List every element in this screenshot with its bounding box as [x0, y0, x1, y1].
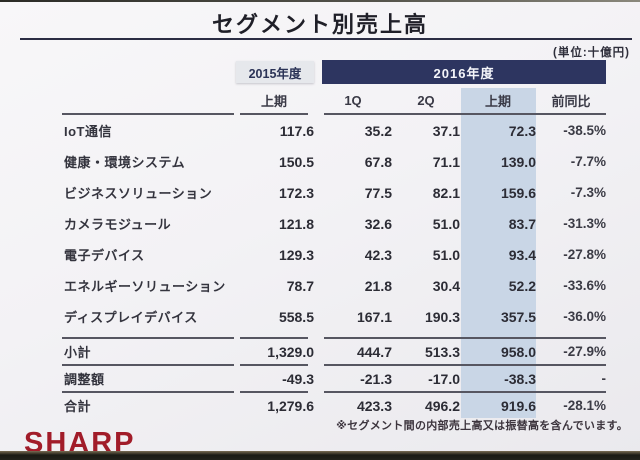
table-row: IoT通信 117.6 35.2 37.1 72.3 -38.5%: [58, 115, 606, 146]
adjustment-row: 調整額 -49.3 -21.3 -17.0 -38.3 -: [58, 366, 606, 391]
segment-label: IoT通信: [64, 124, 112, 139]
segment-label: ビジネスソリューション: [64, 186, 213, 201]
header-rule: [58, 113, 606, 115]
q1-value: 32.6: [364, 215, 392, 232]
segment-label: 健康・環境システム: [64, 155, 186, 170]
table-row: エネルギーソリューション 78.7 21.8 30.4 52.2 -33.6%: [58, 270, 606, 301]
segment-label: 電子デバイス: [64, 248, 145, 263]
footnote: ※セグメント間の内部売上高又は振替高を含んでいます。: [336, 420, 628, 432]
q2-value: 51.0: [432, 215, 460, 232]
q1-value: 67.8: [364, 153, 392, 170]
q2-value: 496.2: [424, 397, 460, 414]
fy2015-h1-value: 172.3: [278, 184, 314, 201]
fy2015-h1-value: -49.3: [282, 370, 314, 387]
title-underline: [20, 38, 632, 40]
q2-value: 37.1: [432, 122, 460, 139]
total-row: 合計 1,279.6 423.3 496.2 919.6 -28.1%: [58, 393, 606, 418]
q2-value: -17.0: [428, 370, 460, 387]
h1-2016-value: 958.0: [500, 343, 536, 360]
table-row: ビジネスソリューション 172.3 77.5 82.1 159.6 -7.3%: [58, 177, 606, 208]
h1-2016-header: 上期: [484, 94, 511, 109]
fy2016-group-header: 2016年度: [322, 60, 606, 84]
subtotal-row: 小計 1,329.0 444.7 513.3 958.0 -27.9%: [58, 339, 606, 364]
yoy-value: -7.7%: [570, 154, 606, 169]
yoy-value: -27.8%: [563, 247, 606, 262]
segment-label: エネルギーソリューション: [64, 279, 226, 294]
q2-value: 513.3: [424, 343, 460, 360]
segment-label: 合計: [64, 399, 92, 414]
fy2015-h1-value: 1,329.0: [267, 343, 314, 360]
h1-2016-value: -38.3: [504, 370, 536, 387]
q1-value: 77.5: [364, 184, 392, 201]
total-rule: [58, 391, 606, 393]
fy2015-h1-value: 129.3: [278, 246, 314, 263]
q1-value: 42.3: [364, 246, 392, 263]
table-row: カメラモジュール 121.8 32.6 51.0 83.7 -31.3%: [58, 208, 606, 239]
fy2015-h1-value: 78.7: [286, 277, 314, 294]
q2-header: 2Q: [417, 93, 435, 108]
table-group-header-row: 2015年度 2016年度: [58, 60, 606, 84]
screen-top-edge: [0, 0, 640, 2]
h1-2016-highlight-band: [461, 88, 536, 418]
q1-header: 1Q: [344, 93, 362, 108]
h1-2016-value: 93.4: [508, 246, 536, 263]
adjustment-rule: [58, 364, 606, 366]
fy2015-h1-header: 上期: [260, 94, 287, 109]
yoy-value: -: [601, 371, 607, 386]
segment-label: 調整額: [64, 372, 105, 387]
yoy-value: -28.1%: [563, 398, 606, 413]
q1-value: 35.2: [364, 122, 392, 139]
segment-label: カメラモジュール: [64, 217, 172, 232]
yoy-value: -27.9%: [563, 344, 606, 359]
q1-value: 423.3: [356, 397, 392, 414]
fy2015-h1-value: 1,279.6: [267, 397, 314, 414]
q1-value: 21.8: [364, 277, 392, 294]
q2-value: 51.0: [432, 246, 460, 263]
fy2015-group-header: 2015年度: [236, 61, 314, 83]
q1-value: 444.7: [356, 343, 392, 360]
yoy-value: -33.6%: [563, 278, 606, 293]
fy2015-h1-value: 558.5: [278, 308, 314, 325]
table-row: 電子デバイス 129.3 42.3 51.0 93.4 -27.8%: [58, 239, 606, 270]
fy2015-h1-value: 117.6: [279, 122, 314, 139]
segment-label: 小計: [64, 345, 92, 360]
table-row: ディスプレイデバイス 558.5 167.1 190.3 357.5 -36.0…: [58, 301, 606, 332]
h1-2016-value: 159.6: [500, 184, 536, 201]
h1-2016-value: 919.6: [500, 397, 536, 414]
unit-label: (単位:十億円): [553, 47, 630, 59]
yoy-value: -7.3%: [570, 185, 606, 200]
page-title: セグメント別売上高: [211, 12, 428, 37]
segment-label: ディスプレイデバイス: [64, 310, 198, 325]
h1-2016-value: 72.3: [508, 122, 536, 139]
h1-2016-value: 139.0: [500, 153, 536, 170]
q2-value: 71.1: [432, 153, 460, 170]
fy2015-h1-value: 121.8: [278, 215, 314, 232]
table-subheader-row: 上期 1Q 2Q 上期 前同比: [58, 88, 606, 113]
q2-value: 30.4: [432, 277, 460, 294]
q1-value: -21.3: [360, 370, 392, 387]
h1-2016-value: 52.2: [508, 277, 536, 294]
q2-value: 190.3: [424, 308, 460, 325]
subtotal-rule: [58, 337, 606, 339]
yoy-value: -38.5%: [563, 123, 606, 138]
yoy-value: -36.0%: [563, 309, 606, 324]
screen-bottom-bezel: [0, 451, 640, 460]
fy2015-h1-value: 150.5: [278, 153, 314, 170]
q1-value: 167.1: [356, 308, 392, 325]
h1-2016-value: 357.5: [500, 308, 536, 325]
table-row: 健康・環境システム 150.5 67.8 71.1 139.0 -7.7%: [58, 146, 606, 177]
segment-sales-table: 2015年度 2016年度 上期 1Q 2Q 上期 前同比 IoT通信 117.…: [58, 60, 606, 418]
h1-2016-value: 83.7: [508, 215, 536, 232]
yoy-header: 前同比: [551, 94, 591, 109]
yoy-value: -31.3%: [563, 216, 606, 231]
q2-value: 82.1: [432, 184, 460, 201]
